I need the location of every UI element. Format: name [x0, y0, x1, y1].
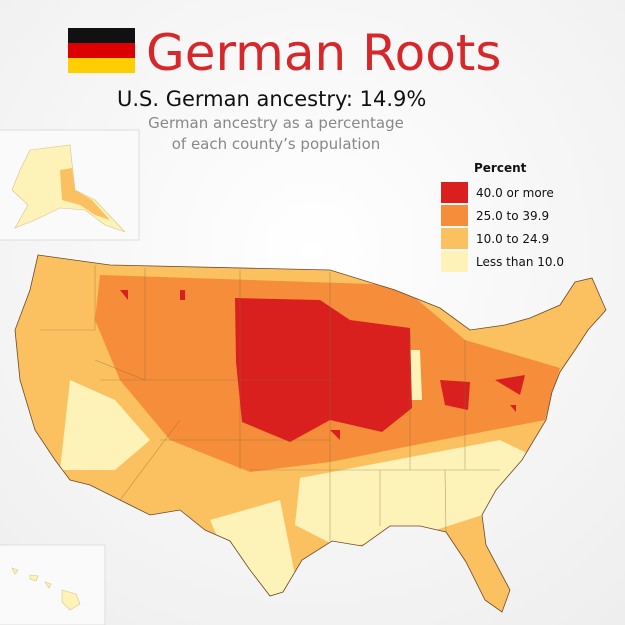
inset-frame [0, 544, 106, 625]
flag-stripe [68, 28, 135, 43]
alaska-region [60, 168, 110, 220]
legend-label: 40.0 or more [476, 186, 554, 200]
legend-swatch [441, 251, 468, 272]
legend-label: 10.0 to 24.9 [476, 232, 549, 246]
region-very-high [235, 298, 525, 442]
legend-swatch [441, 228, 468, 249]
subtitle: of each county’s population [172, 135, 381, 153]
region-low [60, 350, 545, 600]
legend: 40.0 or more 25.0 to 39.9 10.0 to 24.9 Less… [441, 182, 564, 272]
state-borders [40, 265, 500, 541]
subtitle: German ancestry as a percentage [148, 114, 404, 132]
legend-title: Percent [474, 161, 527, 175]
flag-stripe [68, 43, 135, 58]
hawaii [11, 567, 81, 611]
legend-label: 25.0 to 39.9 [476, 209, 549, 223]
flag-stripe [68, 58, 135, 73]
title: German Roots [146, 24, 501, 82]
legend-swatch [441, 182, 468, 203]
legend-label: Less than 10.0 [476, 255, 564, 269]
legend-swatch [441, 205, 468, 226]
headline: U.S. German ancestry: 14.9% [117, 87, 426, 111]
